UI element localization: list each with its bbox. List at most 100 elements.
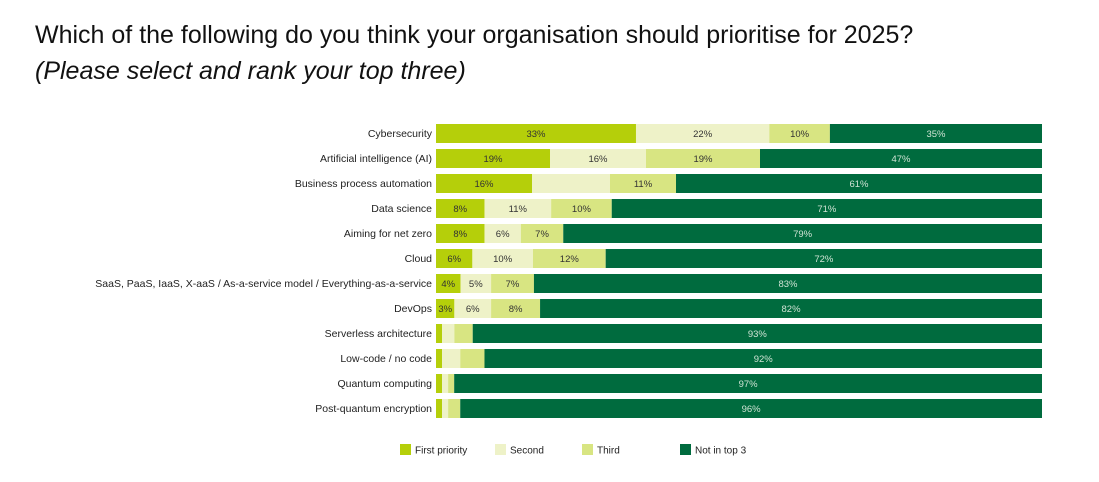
data-label: 4% — [441, 279, 455, 290]
bar-segment — [442, 324, 455, 343]
bar-segment — [460, 349, 485, 368]
legend-swatch — [680, 444, 691, 455]
data-label: 33% — [526, 129, 546, 140]
category-label: DevOps — [394, 303, 432, 315]
bar-segment — [472, 324, 1042, 343]
bar-segment — [460, 274, 492, 293]
category-label: Cloud — [405, 253, 433, 265]
data-label: 16% — [588, 154, 608, 165]
bar-segment — [442, 349, 461, 368]
data-label: 12% — [560, 254, 580, 265]
bar-segment — [550, 149, 646, 168]
bar-segment — [532, 249, 606, 268]
legend-label: Third — [597, 446, 620, 457]
data-label: 6% — [496, 229, 510, 240]
category-label: SaaS, PaaS, IaaS, X-aaS / As-a-service m… — [95, 278, 432, 290]
data-label: 35% — [926, 129, 946, 140]
bar-segment — [436, 199, 485, 218]
category-label: Cybersecurity — [368, 128, 433, 140]
bar-segment — [436, 124, 636, 143]
bar-segment — [454, 299, 492, 318]
data-label: 47% — [891, 154, 911, 165]
bar-segment — [610, 174, 676, 193]
legend-label: First priority — [415, 446, 467, 457]
bar-segment — [436, 299, 455, 318]
data-label: 10% — [493, 254, 513, 265]
data-label: 93% — [748, 329, 768, 340]
chart-subtitle: (Please select and rank your top three) — [35, 57, 466, 85]
data-label: 82% — [782, 304, 802, 315]
data-label: 8% — [453, 229, 467, 240]
data-label: 72% — [814, 254, 834, 265]
data-label: 7% — [506, 279, 520, 290]
data-label: 96% — [742, 404, 762, 415]
data-label: 71% — [817, 204, 837, 215]
data-label: 11% — [509, 204, 528, 215]
category-label: Post-quantum encryption — [315, 403, 432, 415]
bar-segment — [635, 124, 770, 143]
data-label: 6% — [466, 304, 480, 315]
bar-segment — [442, 399, 449, 418]
data-label: 8% — [453, 204, 467, 215]
bar-segment — [436, 174, 532, 193]
bar-segment — [436, 399, 443, 418]
bar-segment — [551, 199, 612, 218]
bar-segment — [676, 174, 1042, 193]
bar-segment — [448, 374, 455, 393]
bar-segment — [436, 274, 461, 293]
data-label: 92% — [754, 354, 774, 365]
data-label: 19% — [483, 154, 503, 165]
bar-segment — [646, 149, 760, 168]
legend-swatch — [582, 444, 593, 455]
data-label: 61% — [849, 179, 869, 190]
bar-segment — [448, 399, 461, 418]
bar-segment — [484, 349, 1043, 368]
data-label: 97% — [739, 379, 759, 390]
category-label: Quantum computing — [337, 378, 432, 390]
bar-segment — [436, 249, 473, 268]
bar-segment — [520, 224, 564, 243]
bar-segment — [760, 149, 1042, 168]
category-label: Serverless architecture — [325, 328, 433, 340]
bar-segment — [436, 224, 485, 243]
bar-segment — [454, 324, 473, 343]
data-label: 5% — [469, 279, 483, 290]
legend-swatch — [495, 444, 506, 455]
bar-segment — [442, 374, 449, 393]
data-label: 11% — [634, 179, 653, 190]
bar-segment — [533, 274, 1042, 293]
bar-segment — [540, 299, 1042, 318]
data-label: 10% — [790, 129, 810, 140]
category-label: Artificial intelligence (AI) — [320, 153, 432, 165]
bar-segment — [454, 374, 1042, 393]
bar-segment — [605, 249, 1042, 268]
data-label: 10% — [572, 204, 592, 215]
data-label: 3% — [438, 304, 452, 315]
data-label: 7% — [535, 229, 549, 240]
data-label: 19% — [693, 154, 713, 165]
bar-segment — [491, 299, 541, 318]
data-label: 16% — [474, 179, 494, 190]
bar-segment — [491, 274, 534, 293]
legend-label: Not in top 3 — [695, 446, 747, 457]
bar-segment — [532, 174, 610, 193]
bar-segment — [460, 399, 1042, 418]
data-label: 8% — [509, 304, 523, 315]
bar-segment — [484, 199, 552, 218]
category-label: Data science — [371, 203, 432, 215]
data-label: 79% — [793, 229, 813, 240]
bar-segment — [484, 224, 521, 243]
bar-segment — [436, 349, 443, 368]
data-label: 6% — [447, 254, 461, 265]
bar-segment — [611, 199, 1042, 218]
data-label: 83% — [778, 279, 798, 290]
bar-segment — [436, 324, 443, 343]
chart-title: Which of the following do you think your… — [35, 21, 914, 49]
bar-segment — [436, 374, 443, 393]
legend-label: Second — [510, 446, 544, 457]
bar-segment — [436, 149, 550, 168]
data-label: 22% — [693, 129, 713, 140]
category-label: Aiming for net zero — [344, 228, 432, 240]
bar-segment — [563, 224, 1042, 243]
